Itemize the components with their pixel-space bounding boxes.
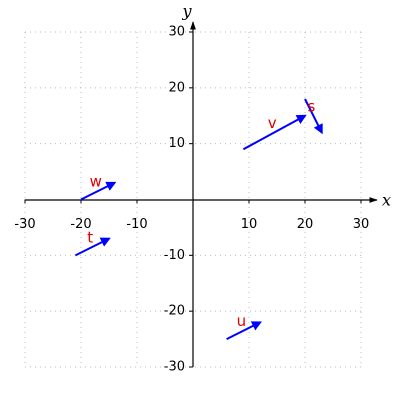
y-tick-label: -20 — [164, 304, 185, 319]
vector-arrow — [226, 321, 262, 340]
vector-arrow — [304, 98, 323, 135]
y-axis-label: y — [181, 2, 192, 21]
x-tick-label: -10 — [126, 217, 147, 232]
x-tick-label: -20 — [70, 217, 91, 232]
vector-label: u — [237, 312, 247, 330]
vector-arrow — [74, 237, 111, 257]
grid — [24, 31, 362, 368]
y-tick-label: -10 — [164, 248, 185, 263]
vector-label: s — [307, 97, 315, 115]
y-tick-label: -30 — [164, 360, 185, 375]
y-tick-label: 20 — [168, 80, 185, 95]
x-tick-label: -30 — [14, 217, 35, 232]
vector-label: w — [90, 173, 102, 191]
x-tick-label: 20 — [297, 217, 314, 232]
x-axis-label: x — [382, 191, 391, 210]
vector-label: t — [87, 228, 93, 246]
x-tick-label: 10 — [241, 217, 258, 232]
vector-label: v — [268, 114, 277, 132]
y-tick-label: 10 — [168, 136, 185, 151]
vector-arrow — [242, 114, 307, 151]
vector-arrow — [80, 181, 117, 201]
x-tick-label: 30 — [353, 217, 370, 232]
y-tick-label: 30 — [168, 25, 185, 40]
